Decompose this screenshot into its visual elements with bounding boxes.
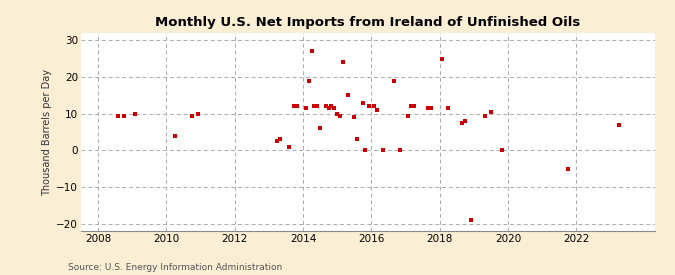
Point xyxy=(315,126,325,131)
Point xyxy=(389,78,400,83)
Point xyxy=(289,104,300,109)
Point xyxy=(394,148,405,153)
Point xyxy=(562,166,573,171)
Point xyxy=(352,137,362,142)
Point xyxy=(614,122,624,127)
Point xyxy=(426,106,437,110)
Point xyxy=(338,60,348,65)
Point xyxy=(312,104,323,109)
Point xyxy=(357,100,368,105)
Point xyxy=(343,93,354,98)
Point xyxy=(377,148,388,153)
Point xyxy=(306,49,317,54)
Point xyxy=(326,104,337,109)
Title: Monthly U.S. Net Imports from Ireland of Unfinished Oils: Monthly U.S. Net Imports from Ireland of… xyxy=(155,16,580,29)
Point xyxy=(457,121,468,125)
Point xyxy=(309,104,320,109)
Point xyxy=(284,144,294,149)
Point xyxy=(303,78,314,83)
Point xyxy=(272,139,283,143)
Point xyxy=(369,104,379,109)
Point xyxy=(460,119,470,123)
Point xyxy=(480,113,491,118)
Point xyxy=(437,56,448,61)
Point xyxy=(443,106,454,110)
Point xyxy=(292,104,302,109)
Point xyxy=(372,108,383,112)
Point xyxy=(423,106,434,110)
Point xyxy=(113,113,124,118)
Point xyxy=(360,148,371,153)
Point xyxy=(192,111,203,116)
Point xyxy=(497,148,508,153)
Point xyxy=(186,113,197,118)
Point xyxy=(130,111,140,116)
Point xyxy=(403,113,414,118)
Text: Source: U.S. Energy Information Administration: Source: U.S. Energy Information Administ… xyxy=(68,263,281,272)
Point xyxy=(275,137,286,142)
Point xyxy=(323,106,334,110)
Point xyxy=(349,115,360,120)
Point xyxy=(406,104,416,109)
Y-axis label: Thousand Barrels per Day: Thousand Barrels per Day xyxy=(42,68,52,196)
Point xyxy=(485,110,496,114)
Point xyxy=(408,104,419,109)
Point xyxy=(300,106,311,110)
Point xyxy=(331,111,342,116)
Point xyxy=(169,133,180,138)
Point xyxy=(466,218,477,222)
Point xyxy=(321,104,331,109)
Point xyxy=(118,113,129,118)
Point xyxy=(363,104,374,109)
Point xyxy=(335,113,346,118)
Point xyxy=(329,106,340,110)
